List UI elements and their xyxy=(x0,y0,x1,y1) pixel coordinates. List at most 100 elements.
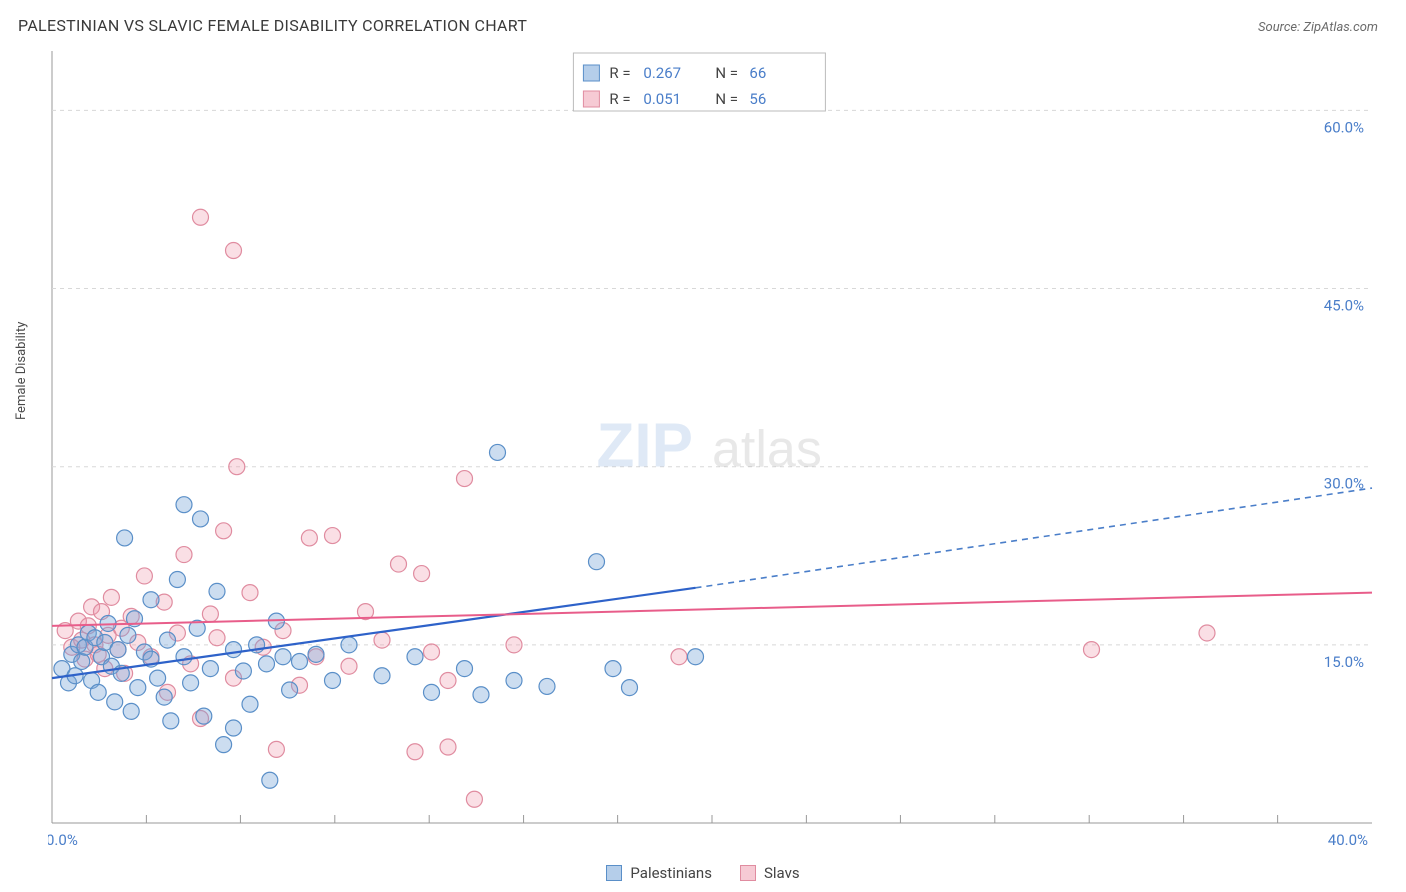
legend-r-label: R = xyxy=(609,64,630,82)
data-point xyxy=(74,653,90,669)
data-point xyxy=(183,675,199,691)
y-tick-label: 60.0% xyxy=(1324,118,1364,136)
legend-n-value: 66 xyxy=(749,64,766,82)
data-point xyxy=(325,528,341,544)
data-point xyxy=(671,649,687,665)
data-point xyxy=(123,703,139,719)
data-point xyxy=(120,627,136,643)
data-point xyxy=(156,689,172,705)
data-point xyxy=(308,646,324,662)
data-point xyxy=(424,644,440,660)
data-point xyxy=(150,670,166,686)
data-point xyxy=(136,568,152,584)
watermark: ZIP xyxy=(597,412,693,481)
data-point xyxy=(216,523,232,539)
data-point xyxy=(169,572,185,588)
data-point xyxy=(226,243,242,259)
data-point xyxy=(193,209,209,225)
legend-n-label: N = xyxy=(715,90,738,108)
data-point xyxy=(407,649,423,665)
legend-r-value: 0.267 xyxy=(643,64,681,82)
data-point xyxy=(160,632,176,648)
data-point xyxy=(275,649,291,665)
chart-header: PALESTINIAN VS SLAVIC FEMALE DISABILITY … xyxy=(0,0,1406,43)
data-point xyxy=(374,668,390,684)
legend-n-label: N = xyxy=(715,64,738,82)
data-point xyxy=(117,530,133,546)
data-point xyxy=(440,739,456,755)
data-point xyxy=(414,566,430,582)
scatter-plot-svg: 15.0% 30.0% 45.0% 60.0% 0.0% 40.0% ZIP atlas R =… xyxy=(48,47,1382,847)
data-point xyxy=(1199,625,1215,641)
series-legend: Palestinians Slavs xyxy=(0,864,1406,882)
x-tick-label: 0.0% xyxy=(48,831,78,847)
data-point xyxy=(143,592,159,608)
legend-r-value: 0.051 xyxy=(643,90,681,108)
data-point xyxy=(622,680,638,696)
data-point xyxy=(457,661,473,677)
data-point xyxy=(216,737,232,753)
data-point xyxy=(341,658,357,674)
data-point xyxy=(391,556,407,572)
chart-title: PALESTINIAN VS SLAVIC FEMALE DISABILITY … xyxy=(18,16,527,35)
legend-label: Slavs xyxy=(764,864,800,882)
y-tick-label: 15.0% xyxy=(1324,653,1364,671)
data-point xyxy=(242,696,258,712)
data-point xyxy=(341,637,357,653)
data-point xyxy=(457,471,473,487)
data-point xyxy=(176,649,192,665)
data-point xyxy=(424,684,440,700)
data-point xyxy=(374,632,390,648)
data-point xyxy=(325,672,341,688)
data-point xyxy=(193,511,209,527)
x-tick-label: 40.0% xyxy=(1328,831,1368,847)
data-point xyxy=(268,741,284,757)
data-point xyxy=(301,530,317,546)
data-point xyxy=(130,680,146,696)
data-point xyxy=(176,547,192,563)
data-point xyxy=(490,444,506,460)
data-point xyxy=(282,682,298,698)
watermark: atlas xyxy=(712,421,822,479)
y-tick-label: 45.0% xyxy=(1324,297,1364,315)
source-attribution: Source: ZipAtlas.com xyxy=(1258,20,1378,35)
data-point xyxy=(229,459,245,475)
legend-n-value: 56 xyxy=(749,90,766,108)
data-point xyxy=(440,672,456,688)
data-point xyxy=(506,672,522,688)
y-axis-label: Female Disability xyxy=(14,322,29,420)
data-point xyxy=(473,687,489,703)
data-point xyxy=(506,637,522,653)
legend-r-label: R = xyxy=(609,90,630,108)
data-point xyxy=(259,656,275,672)
data-point xyxy=(103,589,119,605)
data-point xyxy=(176,497,192,513)
legend-swatch xyxy=(740,865,756,881)
data-point xyxy=(209,583,225,599)
data-point xyxy=(226,720,242,736)
data-point xyxy=(235,663,251,679)
legend-swatch xyxy=(583,65,599,81)
chart-area: 15.0% 30.0% 45.0% 60.0% 0.0% 40.0% ZIP atlas R =… xyxy=(48,47,1382,847)
data-point xyxy=(202,661,218,677)
y-tick-label: 30.0% xyxy=(1324,475,1364,493)
data-point xyxy=(90,684,106,700)
data-point xyxy=(292,653,308,669)
legend-swatch xyxy=(606,865,622,881)
data-point xyxy=(605,661,621,677)
data-point xyxy=(262,772,278,788)
data-point xyxy=(196,708,212,724)
legend-label: Palestinians xyxy=(630,864,712,882)
data-point xyxy=(163,713,179,729)
data-point xyxy=(242,585,258,601)
data-point xyxy=(226,642,242,658)
data-point xyxy=(1084,642,1100,658)
data-point xyxy=(466,791,482,807)
trend-line-blue-extrapolated xyxy=(696,488,1373,588)
data-point xyxy=(202,606,218,622)
legend-item: Slavs xyxy=(740,864,800,882)
legend-swatch xyxy=(583,91,599,107)
data-point xyxy=(688,649,704,665)
data-point xyxy=(539,678,555,694)
data-point xyxy=(209,630,225,646)
